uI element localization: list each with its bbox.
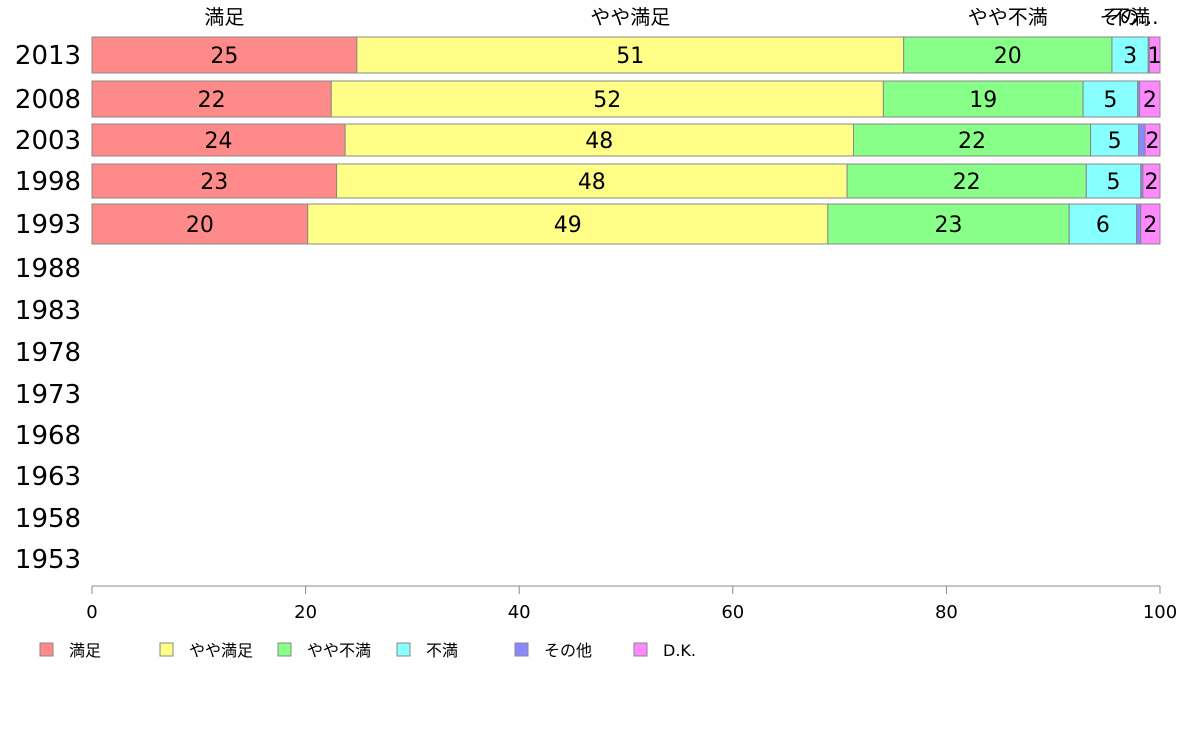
year-label-1968: 1968: [15, 421, 81, 451]
legend-swatch-4: [514, 642, 529, 657]
value-label-1998-0: 23: [200, 170, 228, 195]
value-label-2003-1: 48: [585, 129, 613, 154]
value-label-2003-0: 24: [205, 129, 233, 154]
bar-segment-1998-5: [1142, 163, 1161, 199]
value-label-1993-3: 6: [1096, 213, 1110, 238]
x-tick-label-40: 40: [508, 602, 531, 623]
x-tick-label-0: 0: [86, 602, 97, 623]
legend-swatch-2: [277, 642, 292, 657]
bar-segment-2013-5: [1148, 36, 1161, 74]
bar-segment-2008-1: [330, 80, 884, 118]
bar-segment-1993-0: [91, 203, 309, 245]
category-label-1: やや満足: [590, 5, 670, 29]
bar-segment-2003-4: [1138, 123, 1146, 157]
year-label-1988: 1988: [15, 254, 81, 284]
value-label-2013-5: 1: [1148, 44, 1162, 69]
value-label-2013-2: 20: [994, 44, 1022, 69]
legend-swatch-0: [39, 642, 54, 657]
value-label-2003-2: 22: [958, 129, 986, 154]
category-label-4: その...: [1099, 5, 1158, 29]
value-label-2013-1: 51: [616, 44, 644, 69]
bar-segment-2008-5: [1139, 80, 1161, 118]
bar-segment-2008-2: [882, 80, 1084, 118]
year-label-2013: 2013: [15, 41, 81, 71]
bar-segment-1998-3: [1085, 163, 1142, 199]
bar-segment-1993-5: [1140, 203, 1161, 245]
year-label-1993: 1993: [15, 210, 81, 240]
value-label-2013-3: 3: [1123, 44, 1137, 69]
x-tick-label-20: 20: [294, 602, 317, 623]
value-label-2003-3: 5: [1108, 129, 1122, 154]
bar-segment-2003-0: [91, 123, 346, 157]
category-label-0: 満足: [204, 5, 244, 29]
x-tick-label-60: 60: [721, 602, 744, 623]
value-label-2008-3: 5: [1103, 88, 1117, 113]
year-label-1973: 1973: [15, 380, 81, 410]
value-label-2008-0: 22: [198, 88, 226, 113]
legend-label-2: やや不満: [307, 641, 371, 660]
legend-label-5: D.K.: [663, 641, 696, 660]
bar-segment-1998-2: [846, 163, 1087, 199]
value-label-1998-1: 48: [578, 170, 606, 195]
year-label-1983: 1983: [15, 296, 81, 326]
value-label-1998-2: 22: [953, 170, 981, 195]
bar-segment-1993-4: [1136, 203, 1142, 245]
legend-label-3: 不満: [426, 641, 458, 660]
value-label-1993-2: 23: [935, 213, 963, 238]
bar-segment-2003-5: [1144, 123, 1161, 157]
bar-segment-2013-0: [91, 36, 358, 74]
value-label-2008-2: 19: [969, 88, 997, 113]
value-label-1993-1: 49: [554, 213, 582, 238]
value-label-2008-1: 52: [593, 88, 621, 113]
legend-label-0: 満足: [69, 641, 101, 660]
bar-segment-1998-1: [336, 163, 848, 199]
legend-swatch-3: [396, 642, 411, 657]
bar-segment-2003-2: [852, 123, 1092, 157]
year-label-1998: 1998: [15, 167, 81, 197]
legend-label-4: その他: [544, 641, 592, 660]
bar-segment-1993-1: [307, 203, 829, 245]
bar-segment-1993-2: [827, 203, 1070, 245]
bar-segment-2008-3: [1082, 80, 1139, 118]
value-label-1998-3: 5: [1107, 170, 1121, 195]
bar-segment-2013-1: [356, 36, 905, 74]
value-label-2013-0: 25: [210, 44, 238, 69]
category-label-2: やや不満: [968, 5, 1048, 29]
value-label-2008-5: 2: [1143, 88, 1157, 113]
value-label-1993-0: 20: [186, 213, 214, 238]
value-label-2003-5: 2: [1146, 129, 1160, 154]
bar-segment-1998-0: [91, 163, 338, 199]
value-label-1993-5: 2: [1143, 213, 1157, 238]
year-label-1953: 1953: [15, 545, 81, 575]
value-label-1998-5: 2: [1144, 170, 1158, 195]
bar-segment-2008-0: [91, 80, 332, 118]
legend-swatch-5: [633, 642, 648, 657]
bar-segment-2003-3: [1090, 123, 1140, 157]
bar-segment-2013-2: [903, 36, 1113, 74]
legend-label-1: やや満足: [189, 641, 253, 660]
bar-segment-1993-3: [1068, 203, 1138, 245]
year-label-1958: 1958: [15, 504, 81, 534]
year-label-2003: 2003: [15, 126, 81, 156]
legend-swatch-1: [159, 642, 174, 657]
year-label-1978: 1978: [15, 338, 81, 368]
x-tick-label-80: 80: [935, 602, 958, 623]
year-label-2008: 2008: [15, 85, 81, 115]
category-label-3: 不満: [1110, 5, 1150, 29]
year-label-1963: 1963: [15, 462, 81, 492]
x-tick-label-100: 100: [1143, 602, 1177, 623]
